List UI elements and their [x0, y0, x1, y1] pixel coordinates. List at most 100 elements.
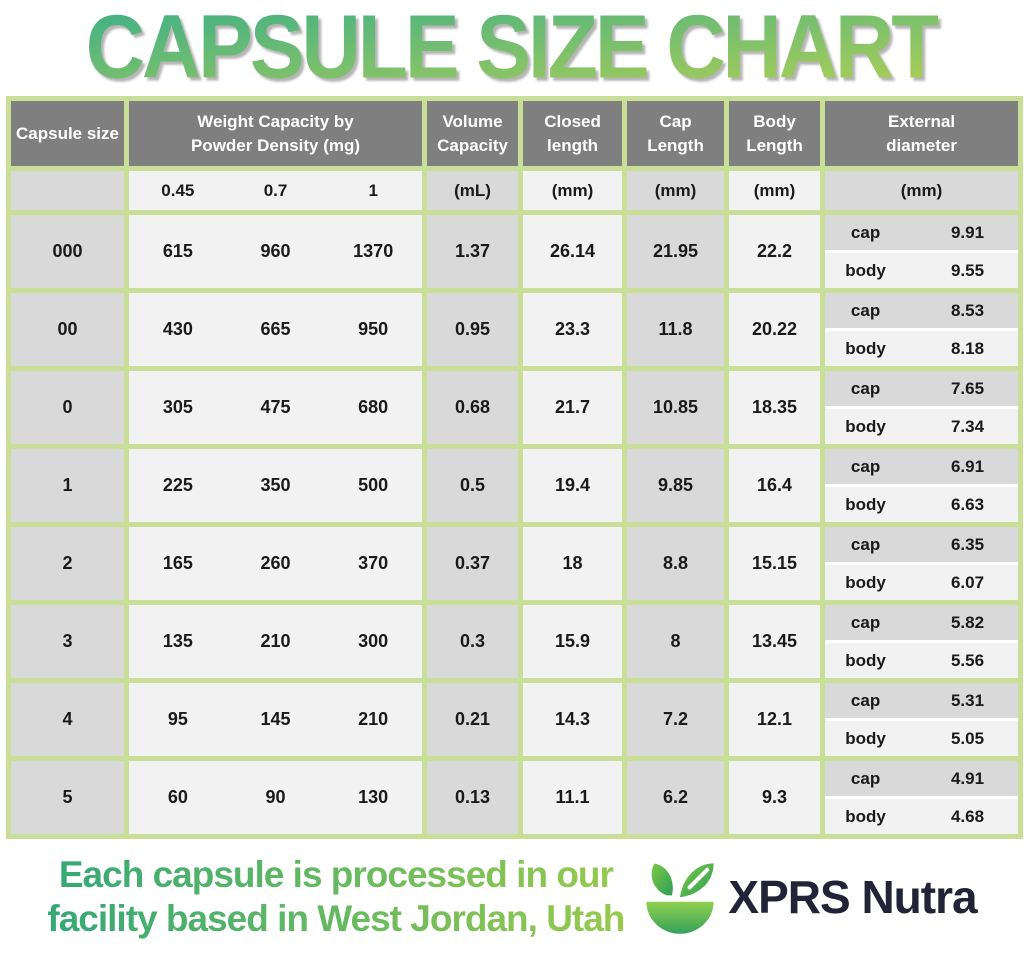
footer-tagline-line2: facility based in West Jordan, Utah: [47, 898, 625, 940]
external-body-value: 6.07: [950, 572, 985, 592]
weight-capacity-cell: 60 90 130: [123, 756, 428, 839]
weight-045-value: 615: [162, 241, 193, 261]
external-cap-label: cap: [850, 612, 881, 632]
external-cap-row: cap 5.31: [825, 683, 1019, 721]
weight-capacity-cell: 225 350 500: [123, 444, 428, 527]
external-cap-row: cap 4.91: [825, 761, 1019, 799]
header-closed-length-label: Closed length: [544, 111, 601, 155]
xprs-nutra-leaf-bowl-icon: [646, 863, 715, 935]
weight-07-value: 145: [260, 709, 291, 729]
table-row: 1 225 350 500 0.5 19.4 9.85 16.4 cap 6.9…: [6, 444, 1024, 527]
header-body-length-label: Body Length: [746, 111, 803, 155]
capsule-size-table: Capsule size Weight Capacity by Powder D…: [6, 96, 1024, 839]
external-body-row: body 5.05: [825, 721, 1019, 756]
external-cap-value: 9.91: [950, 222, 985, 242]
external-cap-row: cap 6.91: [825, 449, 1019, 487]
external-body-value: 4.68: [950, 806, 985, 826]
cap-length-cell: 6.2: [622, 756, 730, 839]
external-cap-value: 4.91: [950, 768, 985, 788]
table-row: 5 60 90 130 0.13 11.1 6.2 9.3 cap 4.91 b…: [6, 756, 1024, 839]
external-body-row: body 4.68: [825, 799, 1019, 834]
header-cap-length: Cap Length: [622, 96, 730, 171]
cap-length-cell: 21.95: [622, 210, 730, 293]
capsule-size-table-wrap: Capsule size Weight Capacity by Powder D…: [0, 96, 1024, 839]
external-diameter-cell: cap 5.82 body 5.56: [820, 600, 1024, 683]
table-row: 0 305 475 680 0.68 21.7 10.85 18.35 cap …: [6, 366, 1024, 449]
footer-tagline-line1: Each capsule is processed in our: [58, 854, 613, 895]
brand-logo: XPRS Nutra: [640, 855, 978, 939]
header-cap-length-label: Cap Length: [647, 111, 704, 155]
closed-length-cell: 11.1: [518, 756, 628, 839]
weight-045-value: 430: [162, 319, 193, 339]
body-length-cell: 18.35: [724, 366, 826, 449]
closed-length-cell: 19.4: [518, 444, 628, 527]
external-body-label: body: [845, 572, 886, 592]
table-row: 4 95 145 210 0.21 14.3 7.2 12.1 cap 5.31…: [6, 678, 1024, 761]
volume-capacity-cell: 0.3: [422, 600, 524, 683]
external-body-row: body 7.34: [825, 409, 1019, 444]
external-cap-label: cap: [850, 690, 881, 710]
external-body-label: body: [845, 650, 886, 670]
external-body-value: 5.56: [950, 650, 985, 670]
table-row: 2 165 260 370 0.37 18 8.8 15.15 cap 6.35…: [6, 522, 1024, 605]
cap-length-cell: 10.85: [622, 366, 730, 449]
header-volume-capacity-label: Volume Capacity: [437, 111, 508, 155]
unit-density-07: 0.7: [263, 180, 288, 200]
capsule-size-cell: 2: [6, 522, 129, 605]
body-length-cell: 13.45: [724, 600, 826, 683]
external-body-label: body: [845, 260, 886, 280]
weight-045-value: 225: [162, 475, 193, 495]
volume-capacity-cell: 1.37: [422, 210, 524, 293]
external-cap-row: cap 8.53: [825, 293, 1019, 331]
external-body-label: body: [845, 338, 886, 358]
external-body-row: body 9.55: [825, 253, 1019, 288]
cap-length-cell: 8: [622, 600, 730, 683]
closed-length-cell: 18: [518, 522, 628, 605]
external-cap-value: 5.31: [950, 690, 985, 710]
weight-07-value: 210: [260, 631, 291, 651]
closed-length-cell: 15.9: [518, 600, 628, 683]
header-capsule-size-label: Capsule size: [16, 123, 119, 143]
unit-volume: (mL): [422, 166, 524, 215]
external-cap-value: 8.53: [950, 300, 985, 320]
table-row: 3 135 210 300 0.3 15.9 8 13.45 cap 5.82 …: [6, 600, 1024, 683]
external-body-row: body 6.63: [825, 487, 1019, 522]
closed-length-cell: 21.7: [518, 366, 628, 449]
weight-capacity-cell: 615 960 1370: [123, 210, 428, 293]
volume-capacity-cell: 0.68: [422, 366, 524, 449]
weight-045-value: 60: [167, 787, 188, 807]
weight-07-value: 960: [260, 241, 291, 261]
external-cap-label: cap: [850, 456, 881, 476]
unit-capsule-size-blank: [6, 166, 129, 215]
closed-length-cell: 26.14: [518, 210, 628, 293]
weight-capacity-cell: 305 475 680: [123, 366, 428, 449]
capsule-size-cell: 4: [6, 678, 129, 761]
weight-1-value: 1370: [353, 241, 394, 261]
external-cap-value: 6.35: [950, 534, 985, 554]
capsule-table-body: 000 615 960 1370 1.37 26.14 21.95 22.2 c…: [6, 210, 1024, 839]
external-body-row: body 8.18: [825, 331, 1019, 366]
brand-name: XPRS Nutra: [728, 871, 977, 924]
unit-density-045: 0.45: [161, 180, 195, 200]
volume-capacity-cell: 0.21: [422, 678, 524, 761]
external-body-label: body: [845, 806, 886, 826]
external-cap-label: cap: [850, 222, 881, 242]
external-cap-label: cap: [850, 378, 881, 398]
capsule-size-cell: 3: [6, 600, 129, 683]
body-length-cell: 20.22: [724, 288, 826, 371]
capsule-size-cell: 1: [6, 444, 129, 527]
external-cap-row: cap 5.82: [825, 605, 1019, 643]
external-diameter-cell: cap 9.91 body 9.55: [820, 210, 1024, 293]
cap-length-cell: 8.8: [622, 522, 730, 605]
weight-045-value: 135: [162, 631, 193, 651]
weight-07-value: 350: [260, 475, 291, 495]
unit-cap: (mm): [622, 166, 730, 215]
cap-length-cell: 11.8: [622, 288, 730, 371]
body-length-cell: 9.3: [724, 756, 826, 839]
external-body-value: 8.18: [950, 338, 985, 358]
external-body-value: 5.05: [950, 728, 985, 748]
weight-1-value: 950: [358, 319, 389, 339]
external-cap-label: cap: [850, 534, 881, 554]
body-length-cell: 22.2: [724, 210, 826, 293]
weight-1-value: 210: [358, 709, 389, 729]
